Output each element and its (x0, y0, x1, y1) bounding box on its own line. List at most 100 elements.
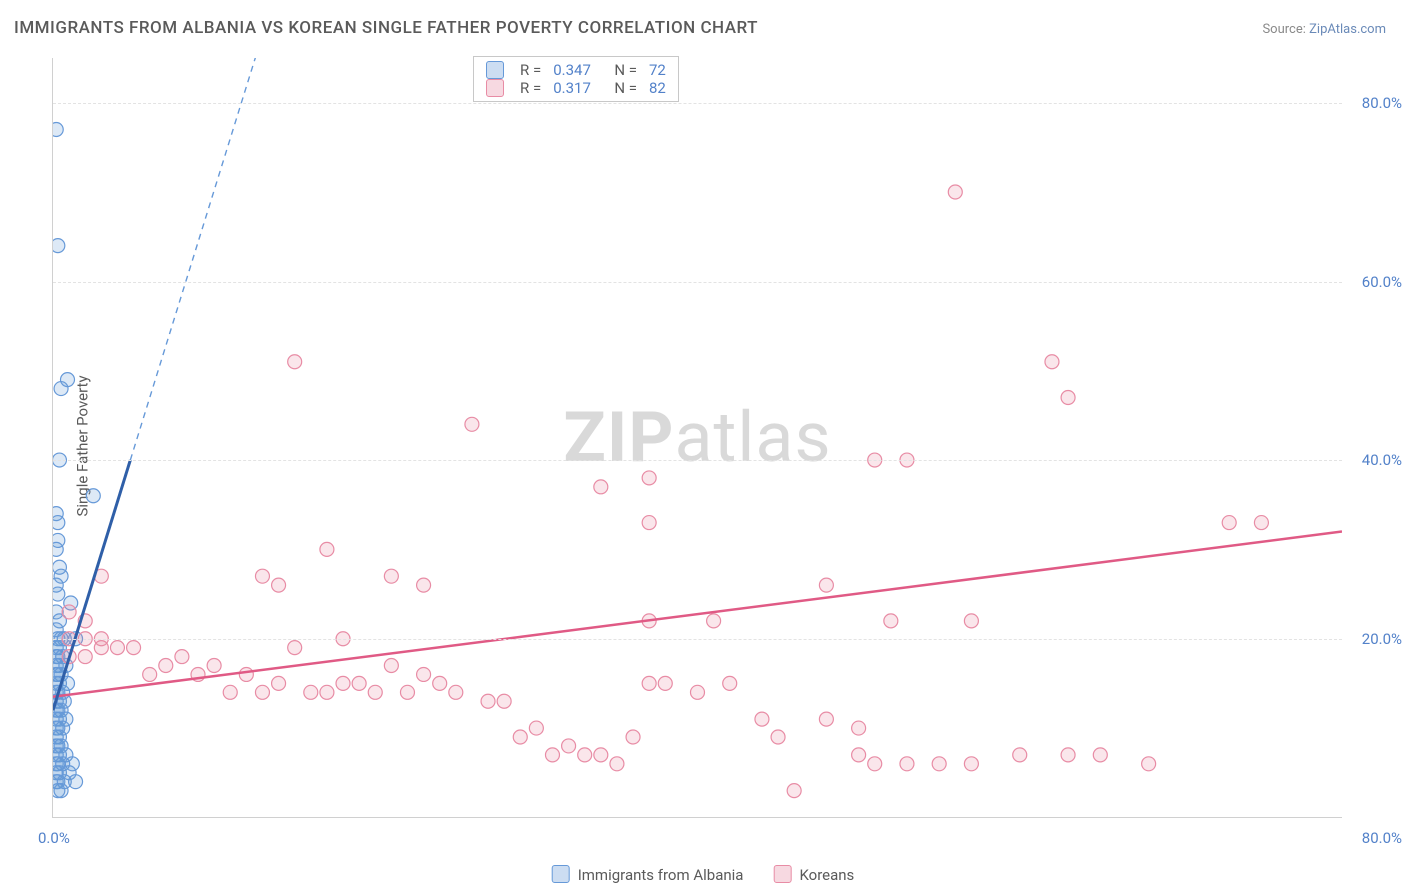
data-point (53, 542, 63, 556)
data-point (690, 685, 704, 699)
data-point (900, 757, 914, 771)
gridline (53, 639, 1342, 640)
data-point (400, 685, 414, 699)
x-axis-tick-min: 0.0% (38, 829, 70, 847)
data-point (54, 569, 68, 583)
swatch-koreans (773, 865, 791, 883)
data-point (69, 775, 83, 789)
data-point (143, 667, 157, 681)
data-point (1222, 516, 1236, 530)
data-point (62, 605, 76, 619)
data-point (272, 578, 286, 592)
data-point (513, 730, 527, 744)
data-point (1142, 757, 1156, 771)
data-point (255, 569, 269, 583)
data-point (932, 757, 946, 771)
legend-r-value: 0.317 (553, 79, 591, 97)
legend-n-label: N = (614, 61, 637, 79)
data-point (642, 471, 656, 485)
xlegend-item-koreans: Koreans (773, 865, 854, 884)
legend-r-label: R = (520, 79, 541, 97)
gridline (53, 282, 1342, 283)
data-point (433, 676, 447, 690)
data-point (288, 355, 302, 369)
data-point (175, 650, 189, 664)
data-point (594, 748, 608, 762)
data-point (417, 667, 431, 681)
data-point (884, 614, 898, 628)
data-point (53, 239, 65, 253)
data-point (626, 730, 640, 744)
legend-r-value: 0.347 (553, 61, 591, 79)
trend-line-koreans (53, 532, 1342, 697)
data-point (578, 748, 592, 762)
data-point (304, 685, 318, 699)
xlegend-label: Immigrants from Albania (578, 866, 744, 884)
data-point (964, 614, 978, 628)
data-point (417, 578, 431, 592)
data-point (562, 739, 576, 753)
legend-n-value: 72 (649, 61, 666, 79)
y-axis-tick: 20.0% (1347, 630, 1402, 648)
data-point (642, 516, 656, 530)
data-point (53, 516, 65, 530)
data-point (465, 417, 479, 431)
data-point (78, 650, 92, 664)
data-point (384, 659, 398, 673)
data-point (771, 730, 785, 744)
data-point (642, 676, 656, 690)
swatch-albania (552, 865, 570, 883)
source-label: Source: (1262, 22, 1305, 37)
y-axis-tick: 60.0% (1347, 273, 1402, 291)
source-attribution: Source: ZipAtlas.com (1262, 22, 1386, 37)
legend-row: R = 0.317 N = 82 (486, 79, 666, 97)
data-point (964, 757, 978, 771)
data-point (1061, 391, 1075, 405)
data-point (755, 712, 769, 726)
y-axis-tick: 40.0% (1347, 451, 1402, 469)
data-point (481, 694, 495, 708)
legend-row: R = 0.347 N = 72 (486, 61, 666, 79)
data-point (272, 676, 286, 690)
legend-n-label: N = (614, 79, 637, 97)
data-point (255, 685, 269, 699)
data-point (61, 373, 75, 387)
data-point (819, 578, 833, 592)
data-point (948, 185, 962, 199)
data-point (53, 587, 65, 601)
scatter-svg (53, 58, 1342, 817)
data-point (868, 757, 882, 771)
data-point (1254, 516, 1268, 530)
data-point (1045, 355, 1059, 369)
gridline (53, 460, 1342, 461)
y-axis-tick: 80.0% (1347, 94, 1402, 112)
x-axis-tick-max: 80.0% (1347, 829, 1402, 847)
data-point (723, 676, 737, 690)
source-link[interactable]: ZipAtlas.com (1309, 22, 1386, 37)
x-axis-legend: Immigrants from Albania Koreans (552, 865, 855, 884)
chart-title: IMMIGRANTS FROM ALBANIA VS KOREAN SINGLE… (14, 18, 758, 38)
data-point (658, 676, 672, 690)
legend-swatch-koreans (486, 79, 504, 97)
data-point (497, 694, 511, 708)
data-point (94, 641, 108, 655)
legend-r-label: R = (520, 61, 541, 79)
legend-swatch-albania (486, 61, 504, 79)
gridline (53, 103, 1342, 104)
data-point (819, 712, 833, 726)
data-point (336, 676, 350, 690)
data-point (529, 721, 543, 735)
data-point (368, 685, 382, 699)
data-point (707, 614, 721, 628)
xlegend-item-albania: Immigrants from Albania (552, 865, 744, 884)
plot-area: ZIPatlas R = 0.347 N = 72 R = 0.317 N = … (52, 58, 1342, 818)
data-point (53, 784, 65, 798)
data-point (223, 685, 237, 699)
correlation-legend: R = 0.347 N = 72 R = 0.317 N = 82 (473, 56, 679, 102)
data-point (207, 659, 221, 673)
data-point (320, 685, 334, 699)
data-point (352, 676, 366, 690)
data-point (594, 480, 608, 494)
data-point (384, 569, 398, 583)
trend-line-albania-extrapolated (130, 58, 310, 460)
